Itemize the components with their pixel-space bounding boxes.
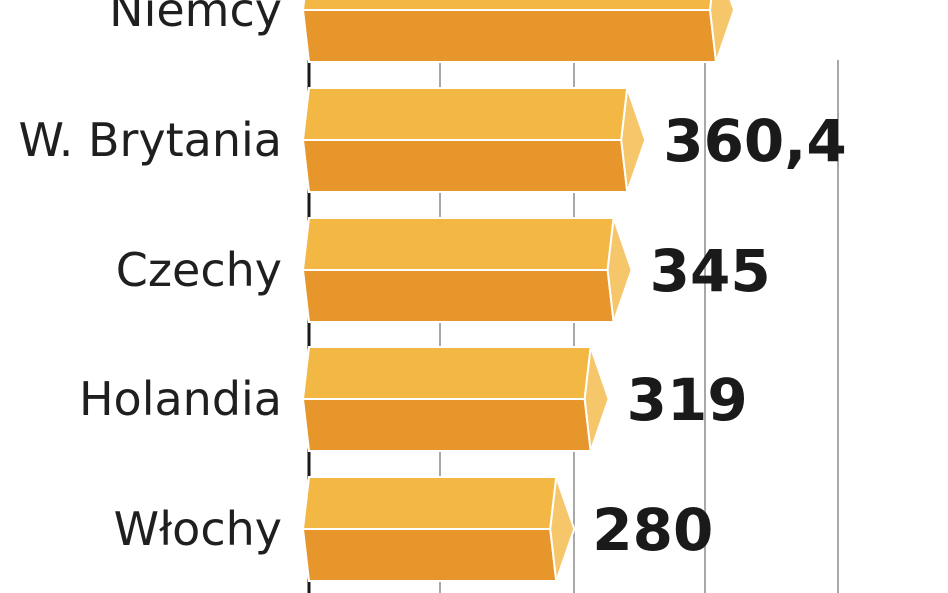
bar-top-face	[301, 87, 629, 141]
bar-bottom-face	[301, 9, 718, 63]
bar-top-face	[301, 476, 558, 530]
value-label: 319	[627, 366, 748, 434]
bar-bottom-face	[301, 139, 629, 193]
bar-top-face	[301, 346, 592, 400]
category-label: W. Brytania	[19, 113, 283, 167]
bar-bottom-face	[301, 528, 558, 582]
value-label: 345	[650, 237, 771, 305]
bar-cap	[606, 217, 633, 323]
bar	[301, 87, 647, 193]
category-label: Włochy	[114, 502, 282, 556]
bar-cap	[709, 0, 736, 63]
bar-cap	[583, 346, 610, 452]
category-label: Niemcy	[109, 0, 282, 37]
bar	[301, 476, 576, 582]
bar	[301, 217, 633, 323]
labels-layer: Niemcy W. Brytania 360,4 Czechy 345 Holandia 3…	[19, 0, 847, 564]
bar-cap	[620, 87, 647, 193]
category-label: Holandia	[79, 372, 282, 426]
category-label: Czechy	[116, 243, 282, 297]
bar-cap	[549, 476, 576, 582]
bar-top-face	[301, 0, 713, 11]
value-label: 360,4	[663, 107, 846, 175]
bar-bottom-face	[301, 269, 615, 323]
value-label: 280	[592, 496, 713, 564]
bar-bottom-face	[301, 398, 592, 452]
bar-top-face	[301, 217, 615, 271]
bar	[301, 346, 610, 452]
bars-layer	[301, 0, 736, 582]
bar	[301, 0, 736, 63]
